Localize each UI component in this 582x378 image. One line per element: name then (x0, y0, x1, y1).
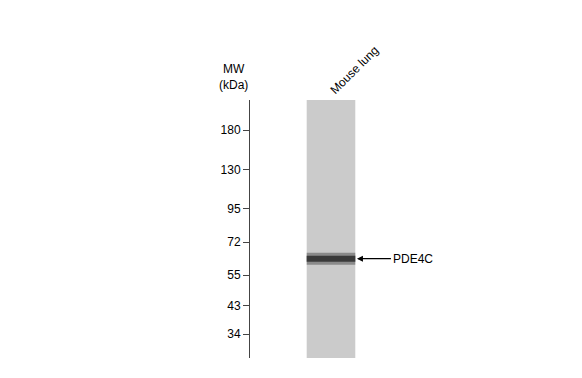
svg-text:180: 180 (221, 123, 241, 137)
svg-text:55: 55 (227, 268, 241, 282)
svg-text:34: 34 (227, 327, 241, 341)
svg-text:43: 43 (227, 299, 241, 313)
svg-text:MW(kDa): MW(kDa) (219, 62, 248, 92)
svg-text:72: 72 (227, 235, 241, 249)
svg-text:PDE4C: PDE4C (393, 252, 433, 266)
svg-text:Mouse lung: Mouse lung (327, 43, 381, 97)
svg-text:95: 95 (227, 202, 241, 216)
svg-text:130: 130 (221, 163, 241, 177)
